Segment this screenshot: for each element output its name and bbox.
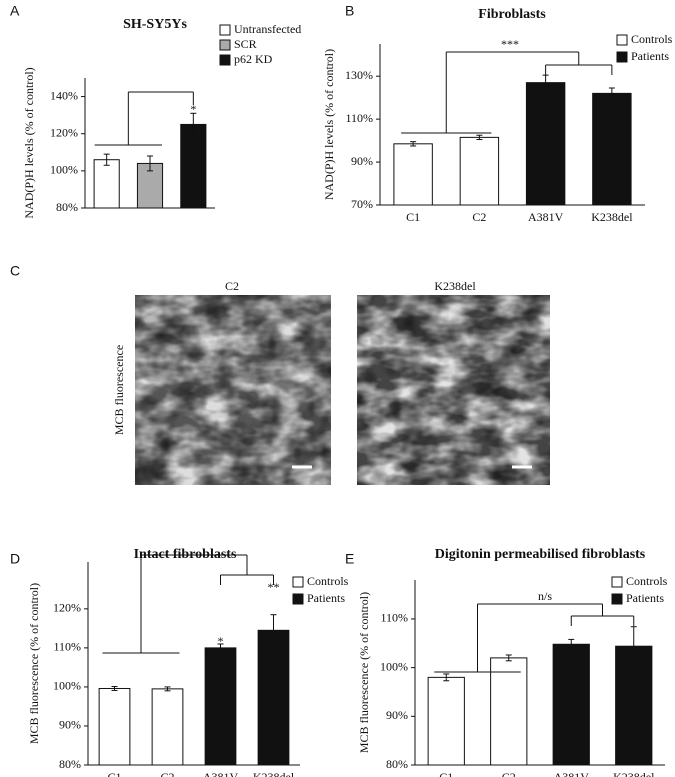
- legend-swatch: [292, 593, 304, 605]
- y-tick-label: 70%: [351, 197, 373, 211]
- y-tick-label: 90%: [386, 708, 408, 722]
- legend-label: Controls: [307, 574, 349, 588]
- y-tick-label: 120%: [50, 125, 78, 139]
- micrograph: [357, 295, 550, 485]
- error-bar: [190, 112, 197, 137]
- legend-swatch: [219, 39, 231, 51]
- error-bar: [103, 153, 110, 166]
- legend-swatch: [616, 34, 628, 46]
- error-bar: [147, 155, 153, 172]
- bar: [257, 629, 290, 766]
- annotation: *: [218, 634, 224, 648]
- bar: [180, 123, 207, 209]
- bar: [592, 92, 632, 206]
- y-tick-label: 90%: [351, 154, 373, 168]
- x-tick-label: K238del: [613, 770, 655, 777]
- x-tick-label: A381V: [528, 210, 564, 224]
- legend-swatch: [611, 576, 623, 588]
- y-tick-label: 80%: [56, 200, 78, 214]
- panel-letter: A: [10, 3, 20, 19]
- error-bar: [476, 134, 483, 141]
- annotation: **: [268, 580, 280, 594]
- x-tick-label: C1: [439, 770, 453, 777]
- bar: [393, 143, 433, 206]
- y-axis-label: NAD(P)H levels (% of control): [322, 49, 336, 200]
- x-tick-label: C1: [406, 210, 420, 224]
- legend-label: Patients: [307, 591, 345, 605]
- y-tick-label: 140%: [50, 88, 78, 102]
- y-axis-label: MCB fluorescence (% of control): [357, 592, 371, 753]
- y-tick-label: 80%: [59, 757, 81, 771]
- x-tick-label: K238del: [253, 770, 295, 777]
- bar: [459, 136, 500, 206]
- legend-swatch: [611, 593, 623, 605]
- bar: [151, 688, 184, 766]
- legend-label: Untransfected: [234, 22, 301, 36]
- legend-label: Patients: [631, 49, 669, 63]
- micrograph: [135, 295, 331, 485]
- annotation: n/s: [538, 589, 552, 603]
- panel-letter: D: [10, 551, 20, 567]
- legend-label: Controls: [631, 32, 673, 46]
- legend-swatch: [616, 51, 628, 63]
- annotation: ***: [501, 37, 519, 51]
- legend-swatch: [219, 24, 231, 36]
- y-tick-label: 90%: [59, 718, 81, 732]
- bar: [525, 82, 566, 206]
- bar: [93, 159, 120, 209]
- y-tick-label: 100%: [380, 659, 408, 673]
- legend-label: p62 KD: [234, 52, 273, 66]
- legend-swatch: [219, 54, 231, 66]
- legend-label: Patients: [626, 591, 664, 605]
- x-tick-label: C2: [160, 770, 174, 777]
- panel-letter: E: [345, 551, 354, 567]
- annotation: *: [190, 102, 196, 116]
- bar: [552, 643, 590, 766]
- y-tick-label: 130%: [345, 68, 373, 82]
- x-tick-label: A381V: [203, 770, 239, 777]
- bar: [98, 687, 131, 766]
- error-bar: [217, 643, 224, 653]
- y-axis-label: NAD(P)H levels (% of control): [22, 67, 36, 218]
- panel-letter: C: [10, 263, 20, 279]
- legend-swatch: [292, 576, 304, 588]
- chart-title: Digitonin permeabilised fibroblasts: [435, 547, 646, 562]
- error-bar: [568, 638, 575, 650]
- error-bar: [111, 686, 118, 691]
- x-tick-label: C2: [472, 210, 486, 224]
- y-tick-label: 100%: [50, 163, 78, 177]
- x-tick-label: A381V: [554, 770, 590, 777]
- bar: [427, 676, 465, 766]
- error-bar: [608, 87, 615, 100]
- x-tick-label: K238del: [591, 210, 633, 224]
- error-bar: [630, 626, 637, 667]
- error-bar: [270, 614, 277, 647]
- image-y-label: MCB fluorescence: [112, 345, 126, 435]
- image-title: C2: [225, 279, 239, 293]
- bar: [490, 657, 528, 766]
- y-axis-label: MCB fluorescence (% of control): [27, 583, 41, 744]
- y-tick-label: 100%: [53, 679, 81, 693]
- error-bar: [410, 141, 417, 147]
- bar: [204, 647, 237, 766]
- legend-label: Controls: [626, 574, 668, 588]
- y-tick-label: 110%: [53, 640, 81, 654]
- error-bar: [164, 686, 171, 692]
- image-title: K238del: [434, 279, 476, 293]
- chart-title: SH-SY5Ys: [123, 17, 187, 32]
- error-bar: [443, 673, 450, 682]
- error-bar: [542, 74, 549, 91]
- y-tick-label: 80%: [386, 757, 408, 771]
- chart-title: Fibroblasts: [478, 7, 546, 22]
- legend-label: SCR: [234, 37, 257, 51]
- x-tick-label: C2: [502, 770, 516, 777]
- y-tick-label: 120%: [53, 601, 81, 615]
- panel-letter: B: [345, 3, 354, 19]
- y-tick-label: 110%: [345, 111, 373, 125]
- x-tick-label: C1: [107, 770, 121, 777]
- y-tick-label: 110%: [380, 611, 408, 625]
- error-bar: [505, 654, 512, 662]
